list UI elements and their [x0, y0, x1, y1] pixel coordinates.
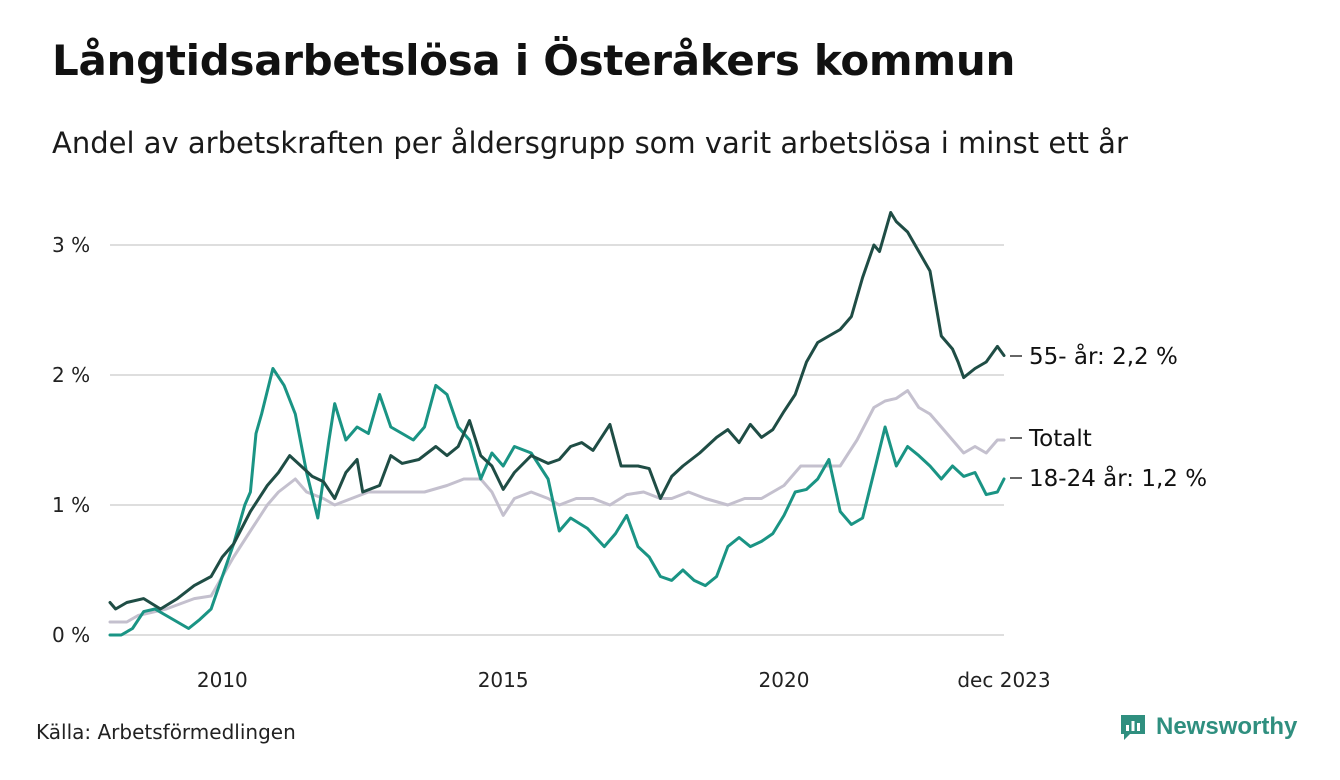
x-tick-label: 2015	[478, 668, 529, 692]
series-line-55-r	[108, 211, 1006, 611]
x-tick-label: 2020	[759, 668, 810, 692]
end-label: Totalt	[1028, 426, 1092, 452]
x-tick-label: 2010	[197, 668, 248, 692]
series-line-18-24-r	[108, 367, 1006, 637]
brand-logo[interactable]: Newsworthy	[1118, 712, 1297, 742]
x-tick-label: dec 2023	[957, 668, 1050, 692]
newsworthy-logo-icon	[1121, 715, 1145, 740]
y-tick-label: 2 %	[52, 363, 90, 387]
chart-title: Långtidsarbetslösa i Österåkers kommun	[52, 36, 1016, 85]
y-tick-label: 3 %	[52, 233, 90, 257]
chart-subtitle: Andel av arbetskraften per åldersgrupp s…	[52, 126, 1128, 160]
end-label: 55- år: 2,2 %	[1029, 342, 1178, 370]
source-note: Källa: Arbetsförmedlingen	[36, 720, 296, 744]
y-tick-label: 1 %	[52, 493, 90, 517]
series-line-totalt	[108, 389, 1006, 624]
y-tick-label: 0 %	[52, 623, 90, 647]
end-label: 18-24 år: 1,2 %	[1029, 464, 1207, 492]
brand-name: Newsworthy	[1156, 713, 1298, 740]
